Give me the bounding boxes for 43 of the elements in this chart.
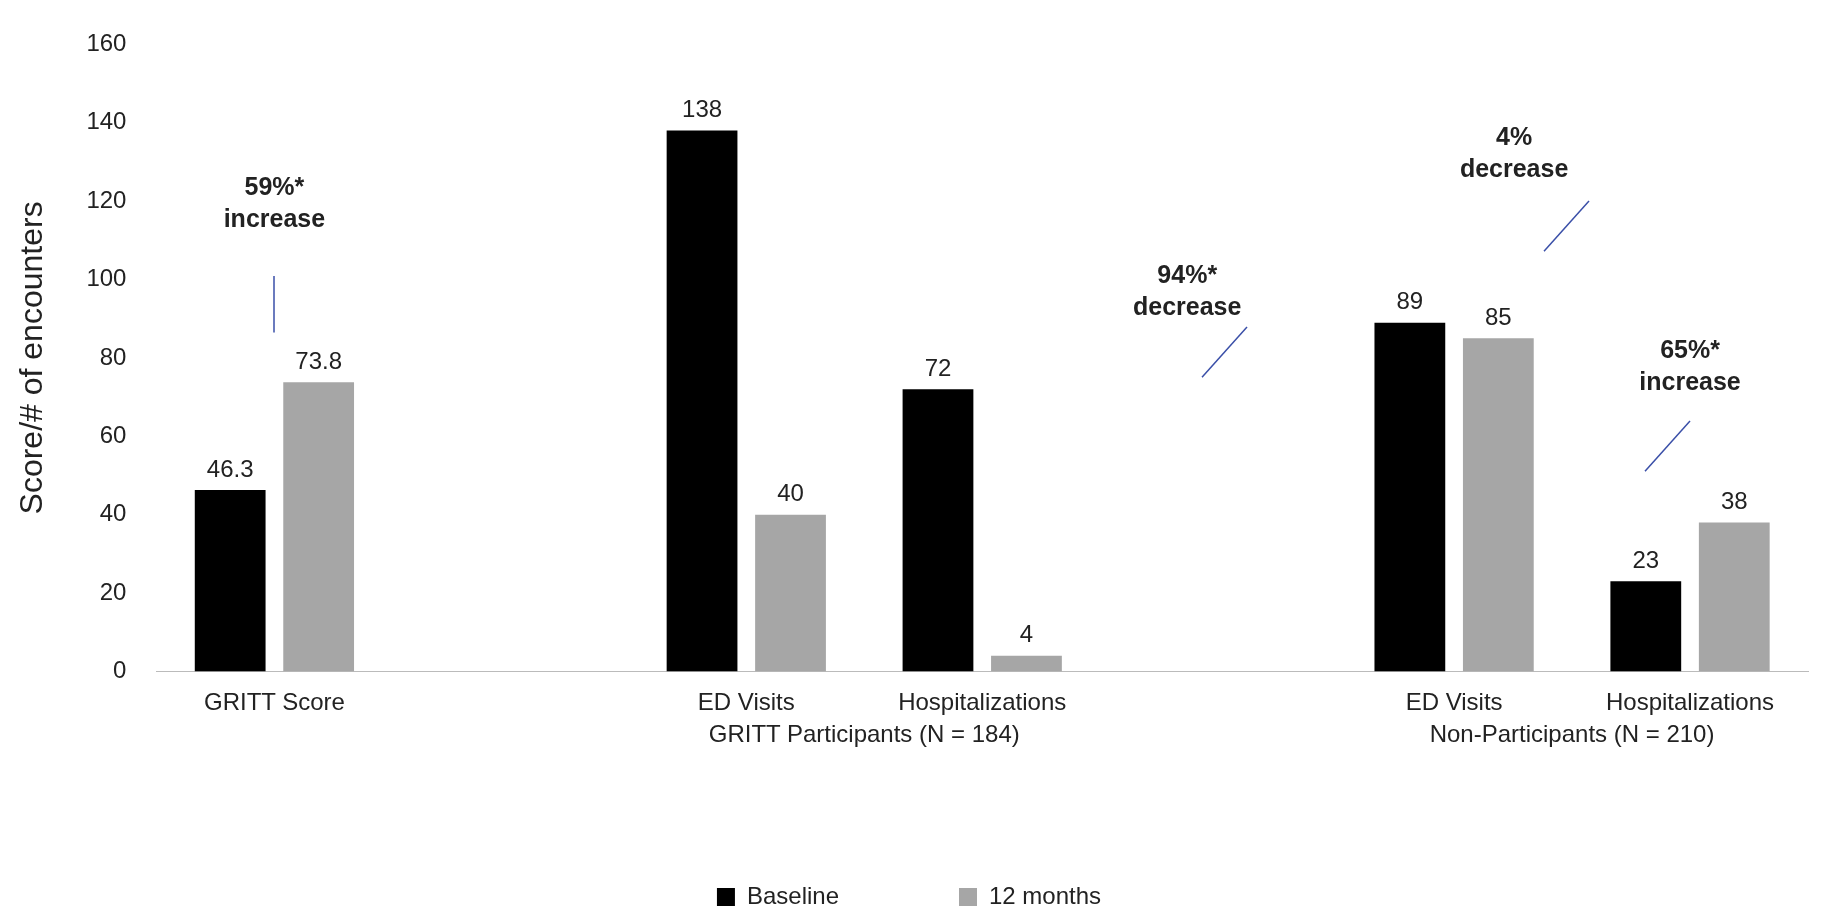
y-tick-label: 140 <box>86 107 127 135</box>
bar <box>991 655 1062 672</box>
text: GRITT Participants (N = 184) <box>708 720 1020 748</box>
annotation: 59%* increase <box>223 172 326 233</box>
y-tick-label: 0 <box>113 656 127 684</box>
annotation: 94%* decrease <box>1133 260 1242 321</box>
data-label: 46.3 <box>206 454 254 482</box>
bar <box>666 130 738 672</box>
data-label: 89 <box>1396 287 1424 315</box>
y-tick-label: 40 <box>99 499 127 527</box>
bar <box>283 382 355 672</box>
x-tick-label: GRITT Score <box>203 688 345 716</box>
data-label: 4 <box>1019 620 1034 648</box>
bar <box>1374 322 1446 672</box>
y-tick-label: 100 <box>86 264 127 292</box>
legend-label: 12 months <box>989 881 1102 909</box>
y-tick-label: 120 <box>86 185 127 213</box>
bar <box>1698 522 1770 672</box>
data-label: 40 <box>777 479 804 507</box>
y-axis-title: Score/# of encounters <box>13 201 50 515</box>
bar <box>1462 338 1534 672</box>
annotation: 4% decrease <box>1459 122 1569 183</box>
bar <box>1610 581 1682 672</box>
data-label: 138 <box>682 95 723 123</box>
legend-label: Baseline <box>746 881 839 909</box>
x-tick-label: Hospitalizations <box>898 688 1067 716</box>
data-label: 38 <box>1720 487 1748 515</box>
y-tick-label: 160 <box>86 29 127 57</box>
data-label: 73.8 <box>295 346 343 374</box>
y-tick-label: 20 <box>99 577 127 605</box>
bar <box>902 389 974 672</box>
data-label: 23 <box>1632 545 1660 573</box>
y-tick-label: 60 <box>99 420 127 448</box>
y-tick-label: 80 <box>99 342 127 370</box>
data-label: 72 <box>924 353 952 381</box>
bar <box>755 514 826 672</box>
bar <box>194 489 266 672</box>
x-tick-label: Hospitalizations <box>1605 688 1775 716</box>
x-tick-label: ED Visits <box>1405 688 1503 716</box>
text: Non-Participants (N = 210) <box>1429 720 1715 748</box>
data-label: 85 <box>1484 302 1512 330</box>
annotation: 65%* increase <box>1639 335 1741 396</box>
x-tick-label: ED Visits <box>697 688 795 716</box>
